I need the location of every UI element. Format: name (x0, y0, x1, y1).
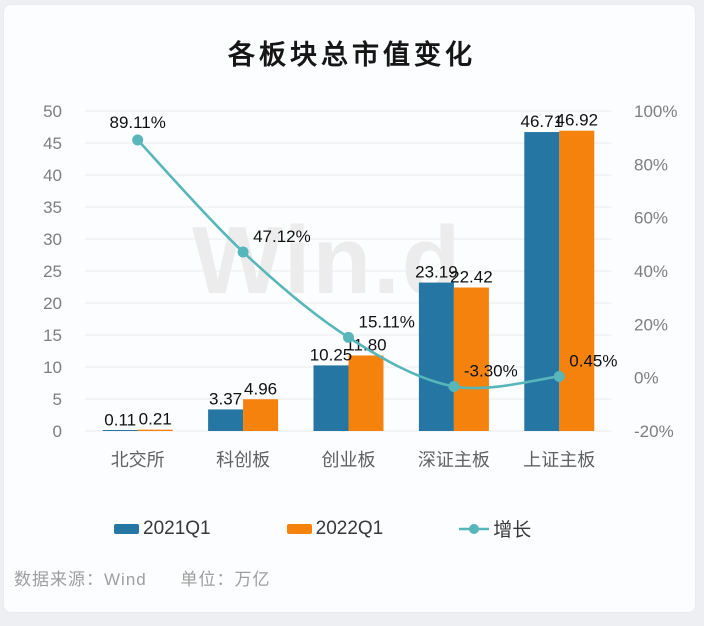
left-axis-tick-label: 30 (43, 230, 62, 249)
bar-2022Q1-创业板[interactable] (348, 355, 384, 431)
bar-value-label: 3.37 (209, 389, 242, 408)
right-axis-tick-label: 60% (634, 209, 668, 228)
left-axis-tick-label: 40 (43, 166, 62, 185)
line-point-北交所[interactable] (132, 134, 144, 146)
left-axis-tick-label: 5 (53, 390, 62, 409)
bar-value-label: 23.19 (415, 263, 458, 282)
bar-value-label: 0.21 (139, 410, 172, 429)
legend-line-swatch-icon (459, 523, 490, 534)
chart-footer: 数据来源：Wind 单位：万亿 (14, 565, 270, 590)
bar-2022Q1-深证主板[interactable] (453, 287, 489, 431)
bar-value-label: 4.96 (244, 379, 277, 398)
left-axis-tick-label: 20 (43, 294, 62, 313)
line-value-label: 0.45% (569, 351, 617, 370)
line-value-label: -3.30% (464, 361, 518, 380)
bar-2022Q1-科创板[interactable] (243, 399, 279, 431)
bar-value-label: 22.42 (450, 268, 493, 287)
line-point-创业板[interactable] (343, 331, 354, 343)
bar-2022Q1-北交所[interactable] (137, 429, 173, 431)
chart-title: 各板块总市值变化 (228, 40, 476, 70)
left-axis-tick-label: 15 (43, 326, 62, 345)
right-axis-tick-label: -20% (634, 422, 674, 441)
left-axis-tick-label: 10 (43, 358, 62, 377)
x-axis-category-label: 深证主板 (418, 450, 490, 470)
data-source-label: 数据来源：Wind (14, 570, 147, 589)
right-axis-tick-label: 100% (634, 102, 677, 121)
left-axis-tick-label: 45 (43, 134, 62, 153)
right-axis-tick-label: 40% (634, 262, 668, 281)
left-axis-tick-label: 35 (43, 198, 62, 217)
line-point-深证主板[interactable] (448, 380, 460, 392)
left-axis-tick-label: 25 (43, 262, 62, 281)
unit-label: 单位：万亿 (180, 570, 271, 589)
chart-legend: 2021Q1 2022Q1 增长 (114, 515, 531, 542)
bar-2021Q1-创业板[interactable] (313, 365, 349, 431)
wind-watermark: Win.d (192, 207, 463, 314)
line-value-label: 47.12% (253, 227, 311, 246)
bar-2021Q1-北交所[interactable] (102, 430, 138, 431)
bar-2022Q1-上证主板[interactable] (559, 130, 595, 431)
bar-value-label: 11.80 (345, 335, 386, 354)
left-axis-tick-label: 0 (53, 422, 62, 441)
bar-2021Q1-深证主板[interactable] (418, 282, 454, 431)
bar-value-label: 0.11 (104, 410, 136, 429)
x-axis-category-label: 创业板 (322, 450, 376, 470)
legend-label: 增长 (493, 520, 532, 541)
legend-item-2021Q1[interactable]: 2021Q1 (114, 518, 211, 540)
line-value-label: 89.11% (109, 113, 165, 132)
legend-bar-swatch-icon (114, 523, 139, 534)
right-axis-tick-label: 20% (634, 315, 668, 334)
bar-value-label: 46.92 (556, 111, 599, 130)
x-axis-category-label: 北交所 (111, 450, 165, 470)
left-axis-tick-label: 50 (43, 102, 62, 121)
bar-value-label: 10.25 (310, 345, 353, 364)
legend-label: 2021Q1 (143, 517, 211, 539)
right-axis-tick-label: 80% (634, 155, 668, 174)
line-point-科创板[interactable] (237, 246, 249, 258)
legend-item-增长[interactable]: 增长 (459, 515, 531, 542)
line-value-label: 15.11% (359, 312, 415, 331)
legend-bar-swatch-icon (286, 523, 312, 534)
legend-label: 2022Q1 (315, 517, 384, 539)
bar-2021Q1-科创板[interactable] (208, 409, 244, 431)
right-axis-tick-label: 0% (634, 369, 659, 388)
bar-value-label: 46.71 (521, 112, 564, 131)
line-point-上证主板[interactable] (553, 370, 565, 382)
x-axis-category-label: 科创板 (216, 450, 270, 470)
bar-2021Q1-上证主板[interactable] (524, 132, 560, 431)
legend-item-2022Q1[interactable]: 2022Q1 (286, 517, 384, 540)
x-axis-category-label: 上证主板 (523, 450, 595, 470)
